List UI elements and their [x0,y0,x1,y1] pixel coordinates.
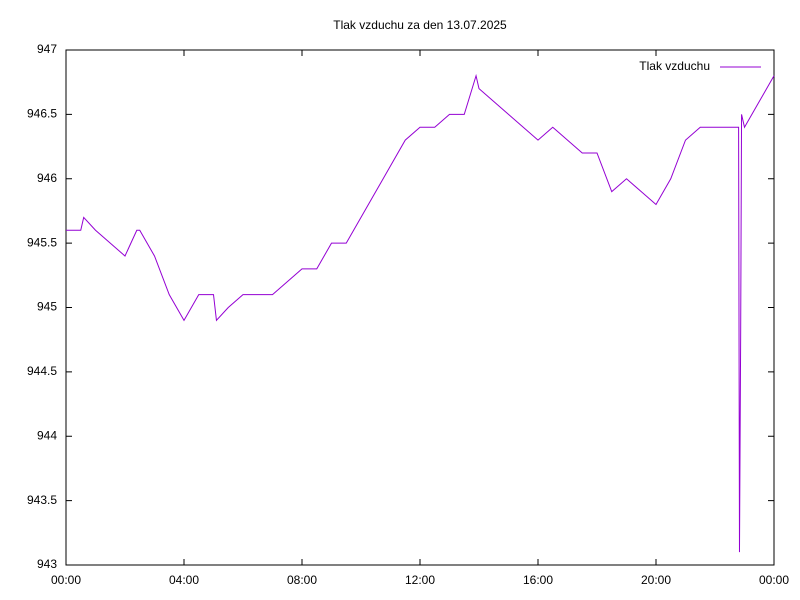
y-tick-label: 947 [37,42,57,56]
x-tick-label: 04:00 [169,573,199,587]
y-tick-label: 945 [37,300,57,314]
x-tick-label: 00:00 [759,573,789,587]
x-tick-label: 00:00 [51,573,81,587]
x-tick-label: 16:00 [523,573,553,587]
x-tick-label: 08:00 [287,573,317,587]
data-line [66,73,775,553]
y-tick-label: 944.5 [27,364,57,378]
x-tick-label: 12:00 [405,573,435,587]
legend-label: Tlak vzduchu [639,59,710,73]
chart-title: Tlak vzduchu za den 13.07.2025 [333,18,507,32]
x-tick-label: 20:00 [641,573,671,587]
y-tick-label: 946 [37,171,57,185]
y-tick-label: 945.5 [27,235,57,249]
y-tick-label: 943 [37,557,57,571]
y-tick-label: 943.5 [27,493,57,507]
y-tick-label: 946.5 [27,107,57,121]
y-tick-label: 944 [37,428,57,442]
